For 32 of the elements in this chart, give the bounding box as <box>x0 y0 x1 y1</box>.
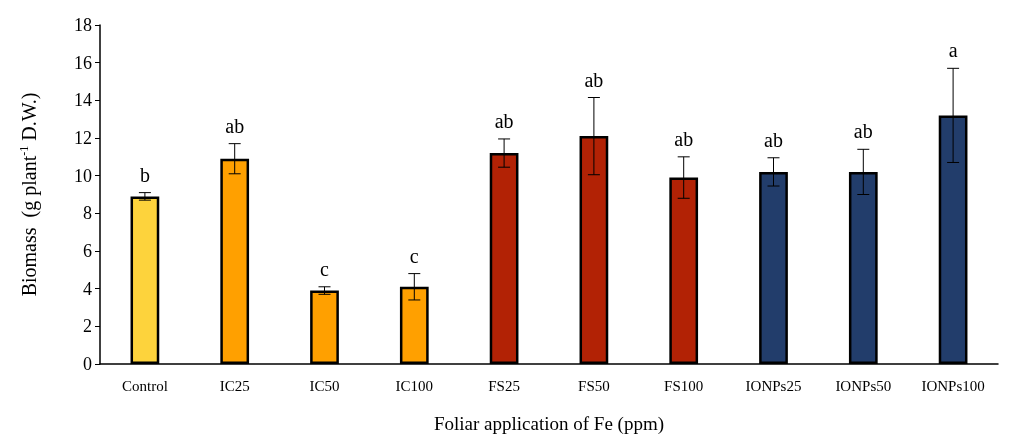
y-tick-label: 10 <box>74 165 92 186</box>
annotation: b <box>139 163 150 186</box>
annotation: ab <box>674 127 694 150</box>
annotation: a <box>948 39 958 62</box>
x-axis-title: Foliar application of Fe (ppm) <box>433 413 665 435</box>
x-tick-label: FS50 <box>578 377 610 394</box>
y-tick-label: 8 <box>83 203 92 224</box>
y-tick-label: 18 <box>74 15 92 35</box>
y-tick-label: 16 <box>74 52 92 73</box>
annotation: ab <box>494 109 514 132</box>
y-tick-label: 6 <box>83 241 92 261</box>
y-tick-label: 12 <box>74 128 92 148</box>
annotation: ab <box>584 68 604 91</box>
annotation: ab <box>853 120 873 143</box>
y-tick-label: 0 <box>83 354 92 374</box>
annotation: c <box>320 257 330 280</box>
x-tick-label: IC100 <box>395 377 434 394</box>
y-tick-label: 4 <box>83 278 92 299</box>
x-tick-label: IONPs25 <box>745 377 802 394</box>
annotation: c <box>409 244 419 267</box>
y-axis-title: Biomass (g plant-1 D.W.) <box>17 92 41 297</box>
x-tick-label: FS100 <box>664 377 704 394</box>
x-tick-label: FS25 <box>488 377 520 394</box>
annotation: ab <box>764 128 783 151</box>
x-tick-label: IC50 <box>309 377 340 394</box>
y-tick-label: 2 <box>83 316 92 337</box>
x-tick-label: IONPs100 <box>921 377 985 394</box>
annotation: ab <box>225 114 245 137</box>
y-tick-label: 14 <box>74 90 92 111</box>
x-tick-label: IONPs50 <box>835 377 892 394</box>
x-tick-label: Control <box>121 377 168 394</box>
x-tick-label: IC25 <box>219 377 250 394</box>
